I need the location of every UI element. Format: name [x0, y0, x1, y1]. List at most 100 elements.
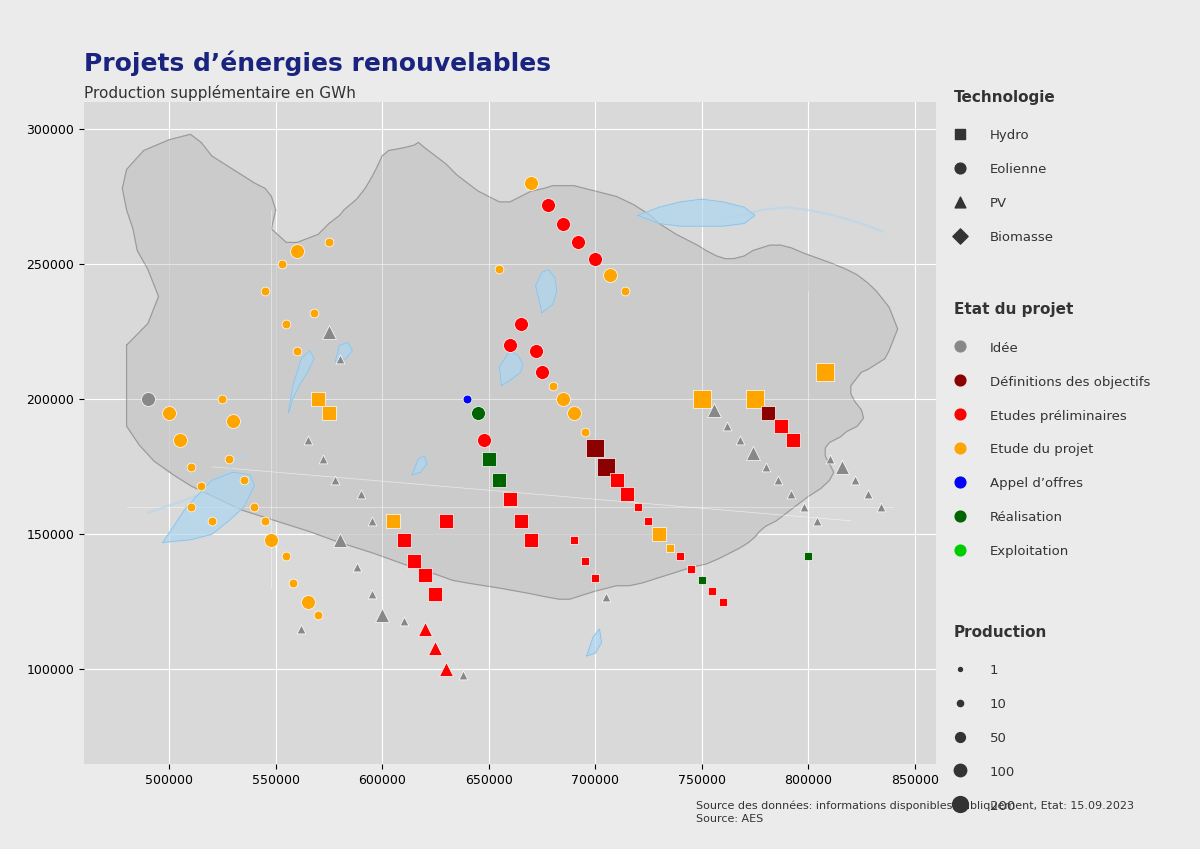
Point — [330, 533, 349, 547]
Polygon shape — [122, 134, 898, 599]
Point — [160, 406, 179, 419]
Point — [950, 127, 970, 141]
Point — [649, 527, 668, 541]
Point — [858, 487, 877, 501]
Point — [277, 549, 296, 563]
Point — [950, 764, 970, 778]
Point — [181, 501, 200, 514]
Point — [362, 514, 382, 527]
Text: 100: 100 — [990, 766, 1015, 779]
Point — [319, 236, 338, 250]
Point — [671, 549, 690, 563]
Point — [539, 198, 558, 211]
Point — [288, 244, 307, 257]
Point — [718, 419, 737, 433]
Point — [596, 590, 616, 604]
Point — [330, 351, 349, 365]
Point — [347, 560, 366, 574]
Point — [305, 306, 324, 319]
Point — [950, 730, 970, 744]
Point — [454, 668, 473, 682]
Point — [383, 514, 402, 527]
Point — [564, 406, 583, 419]
Point — [522, 533, 541, 547]
Polygon shape — [288, 351, 314, 413]
Text: Exploitation: Exploitation — [990, 545, 1069, 559]
Point — [479, 452, 498, 465]
Text: Source des données: informations disponibles publiquement, Etat: 15.09.2023: Source des données: informations disponi… — [696, 801, 1134, 811]
Point — [437, 663, 456, 677]
Text: Etudes préliminaires: Etudes préliminaires — [990, 409, 1127, 423]
Point — [308, 392, 328, 406]
Point — [638, 514, 658, 527]
Point — [272, 257, 292, 271]
Point — [950, 229, 970, 243]
Point — [192, 479, 211, 492]
Point — [569, 236, 588, 250]
Text: Hydro: Hydro — [990, 129, 1030, 143]
Point — [846, 474, 865, 487]
Text: Définitions des objectifs: Définitions des objectifs — [990, 375, 1151, 389]
Point — [950, 798, 970, 812]
Text: PV: PV — [990, 197, 1007, 211]
Point — [950, 509, 970, 523]
Point — [298, 595, 317, 609]
Point — [262, 533, 281, 547]
Point — [138, 392, 157, 406]
Point — [660, 541, 679, 554]
Polygon shape — [535, 269, 557, 312]
Text: Etat du projet: Etat du projet — [954, 302, 1073, 318]
Point — [950, 195, 970, 209]
Point — [319, 325, 338, 339]
Point — [319, 406, 338, 419]
Point — [586, 571, 605, 584]
Text: 10: 10 — [990, 698, 1007, 711]
Polygon shape — [412, 456, 427, 475]
Point — [288, 344, 307, 357]
Text: Source: AES: Source: AES — [696, 813, 763, 824]
Point — [586, 252, 605, 266]
Polygon shape — [587, 629, 601, 656]
Point — [277, 317, 296, 330]
Point — [404, 554, 424, 568]
Point — [703, 584, 722, 598]
Text: Appel d’offres: Appel d’offres — [990, 477, 1084, 491]
Point — [600, 268, 619, 282]
Point — [256, 514, 275, 527]
Point — [564, 533, 583, 547]
Text: Projets d’énergies renouvelables: Projets d’énergies renouvelables — [84, 51, 551, 76]
Point — [820, 452, 839, 465]
Text: Production: Production — [954, 625, 1048, 640]
Point — [756, 460, 775, 474]
Point — [426, 587, 445, 600]
Point — [490, 474, 509, 487]
Point — [596, 460, 616, 474]
Point — [313, 452, 332, 465]
Point — [170, 433, 190, 447]
Point — [426, 641, 445, 655]
Point — [308, 609, 328, 622]
Point — [394, 614, 413, 627]
Point — [950, 543, 970, 557]
Point — [731, 433, 750, 447]
Point — [181, 460, 200, 474]
Point — [704, 403, 724, 417]
Polygon shape — [163, 472, 254, 543]
Point — [607, 474, 626, 487]
Point — [950, 374, 970, 387]
Point — [500, 339, 520, 352]
Point — [871, 501, 890, 514]
Point — [950, 340, 970, 353]
Point — [950, 696, 970, 710]
Point — [500, 492, 520, 506]
Point — [586, 441, 605, 455]
Point — [784, 433, 803, 447]
Point — [950, 441, 970, 455]
Text: Eolienne: Eolienne — [990, 163, 1048, 177]
Text: 50: 50 — [990, 732, 1007, 745]
Point — [352, 487, 371, 501]
Text: Etude du projet: Etude du projet — [990, 443, 1093, 457]
Point — [799, 549, 818, 563]
Point — [553, 216, 572, 230]
Point — [808, 514, 827, 527]
